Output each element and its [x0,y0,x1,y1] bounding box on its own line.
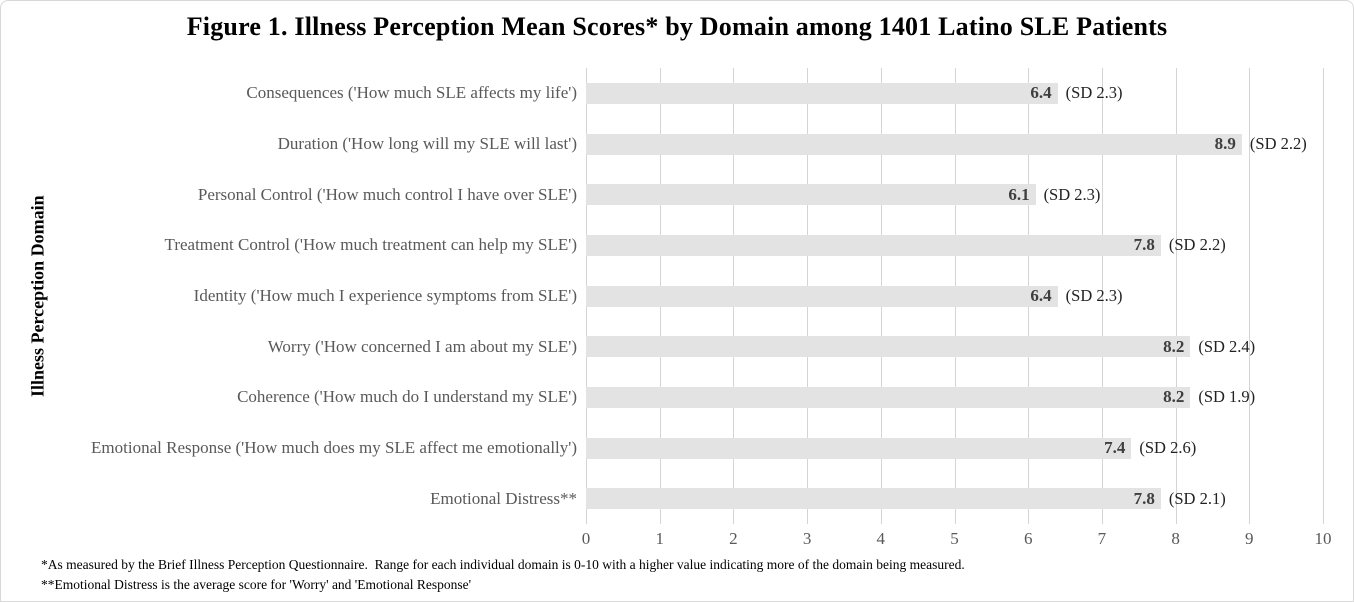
chart-row: Coherence ('How much do I understand my … [1,372,1323,423]
category-label: Personal Control ('How much control I ha… [197,184,577,204]
gridline [1323,68,1324,524]
chart-row: Duration ('How long will my SLE will las… [1,119,1323,170]
x-tick-label: 2 [729,529,738,548]
x-tick-label: 1 [655,529,664,548]
x-axis-ticks: 0 1 2 3 4 5 6 7 8 9 10 [582,529,1332,551]
bar-value-label: 8.9 [1214,134,1236,153]
bar-value-label: 6.4 [1030,286,1052,306]
x-tick-label: 3 [802,529,812,548]
x-tick-label: 9 [1245,529,1254,548]
bar: 7.8 [586,488,1161,510]
bar: 6.1 [586,184,1036,206]
bar-value-label: 6.1 [1008,184,1030,204]
sd-label: (SD 2.2) [1168,235,1226,255]
chart-title: Figure 1. Illness Perception Mean Scores… [186,12,1168,41]
category-label: Consequences ('How much SLE affects my l… [246,83,577,103]
x-tick-label: 8 [1171,529,1180,548]
bar-value-label: 7.8 [1133,488,1155,508]
sd-label: (SD 2.2) [1249,134,1307,153]
chart-row: Consequences ('How much SLE affects my l… [1,68,1323,119]
x-tick-label: 7 [1097,529,1107,548]
footnotes: *As measured by the Brief Illness Percep… [41,555,965,596]
bar-track: 8.9 (SD 2.2) [586,119,1323,170]
bar-value-label: 7.8 [1133,235,1155,255]
bar-value-label: 6.4 [1030,83,1052,103]
gridline [1249,68,1251,524]
chart-row: Treatment Control ('How much treatment c… [1,220,1323,271]
bar-track: 7.8 (SD 2.1) [586,473,1323,524]
category-label: Worry ('How concerned I am about my SLE'… [267,336,577,356]
bar: 6.4 [586,82,1058,104]
x-tick-label: 6 [1023,529,1033,548]
bar-track: 8.2 (SD 1.9) [586,372,1323,423]
sd-label: (SD 2.3) [1065,286,1123,306]
sd-label: (SD 2.3) [1065,83,1123,103]
bar: 7.8 [586,234,1161,256]
bar: 7.4 [586,437,1132,459]
category-label: Treatment Control ('How much treatment c… [164,235,577,255]
category-label: Identity ('How much I experience symptom… [193,286,577,306]
bar: 8.2 [586,336,1191,358]
sd-label: (SD 2.1) [1168,488,1226,508]
sd-label: (SD 2.3) [1043,184,1101,204]
category-label: Emotional Distress** [430,488,577,508]
bar-track: 6.4 (SD 2.3) [586,68,1323,119]
x-tick-label: 4 [876,529,886,548]
footnote-line: *As measured by the Brief Illness Percep… [41,557,965,572]
chart-row: Personal Control ('How much control I ha… [1,169,1323,220]
x-tick-label: 10 [1314,529,1332,548]
gridline [1175,68,1177,524]
bar-value-label: 8.2 [1163,387,1185,407]
bar-track: 8.2 (SD 2.4) [586,321,1323,372]
chart-row: Worry ('How concerned I am about my SLE'… [1,321,1323,372]
bar-track: 7.4 (SD 2.6) [586,423,1323,474]
bar-value-label: 8.2 [1163,336,1185,356]
sd-label: (SD 2.4) [1198,336,1256,356]
bar-track: 7.8 (SD 2.2) [586,220,1323,271]
x-tick-label: 0 [581,529,591,548]
chart-row: Emotional Response ('How much does my SL… [1,423,1323,474]
bar-track: 6.1 (SD 2.3) [586,169,1323,220]
chart-row: Emotional Distress** 7.8 (SD 2.1) [1,473,1323,524]
x-tick-label: 5 [950,529,959,548]
bar: 6.4 [586,285,1058,307]
category-label: Emotional Response ('How much does my SL… [91,438,577,458]
sd-label: (SD 2.6) [1139,438,1197,458]
bar: 8.9 [586,133,1242,155]
sd-label: (SD 1.9) [1198,387,1256,407]
bar-rows: Consequences ('How much SLE affects my l… [1,68,1323,524]
bar: 8.2 [586,386,1191,408]
gridline [1101,68,1103,524]
category-label: Duration ('How long will my SLE will las… [277,134,577,153]
category-label: Coherence ('How much do I understand my … [237,387,577,407]
bar-track: 6.4 (SD 2.3) [586,271,1323,322]
footnote-line: **Emotional Distress is the average scor… [41,577,472,593]
chart-row: Identity ('How much I experience symptom… [1,271,1323,322]
bar-value-label: 7.4 [1104,438,1126,458]
